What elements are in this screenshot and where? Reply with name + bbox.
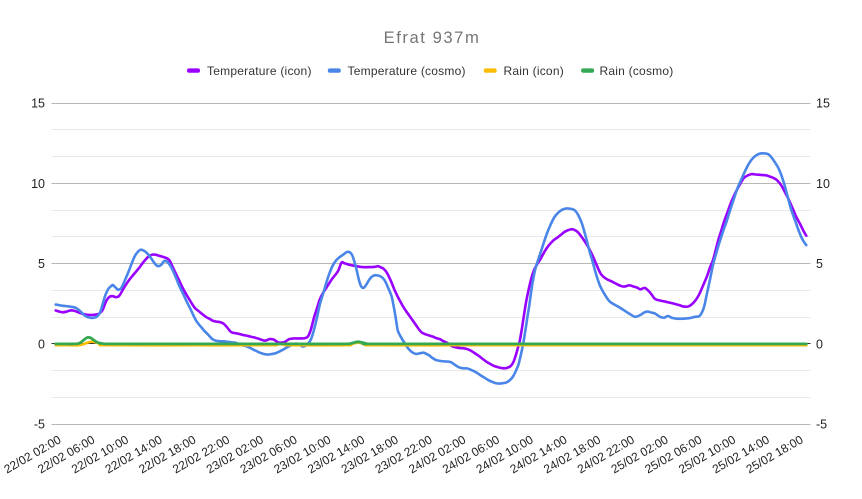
svg-text:10: 10 bbox=[31, 177, 45, 191]
svg-text:Temperature (icon): Temperature (icon) bbox=[207, 64, 312, 78]
svg-text:0: 0 bbox=[816, 337, 823, 351]
svg-text:5: 5 bbox=[816, 257, 823, 271]
svg-text:Rain (icon): Rain (icon) bbox=[504, 64, 564, 78]
svg-text:Efrat 937m: Efrat 937m bbox=[384, 28, 481, 47]
svg-text:-5: -5 bbox=[34, 418, 45, 432]
svg-text:15: 15 bbox=[816, 97, 830, 111]
svg-text:15: 15 bbox=[31, 97, 45, 111]
svg-text:0: 0 bbox=[38, 337, 45, 351]
svg-text:-5: -5 bbox=[816, 418, 827, 432]
svg-text:Temperature (cosmo): Temperature (cosmo) bbox=[348, 64, 466, 78]
svg-text:Rain (cosmo): Rain (cosmo) bbox=[600, 64, 674, 78]
svg-text:10: 10 bbox=[816, 177, 830, 191]
svg-text:5: 5 bbox=[38, 257, 45, 271]
